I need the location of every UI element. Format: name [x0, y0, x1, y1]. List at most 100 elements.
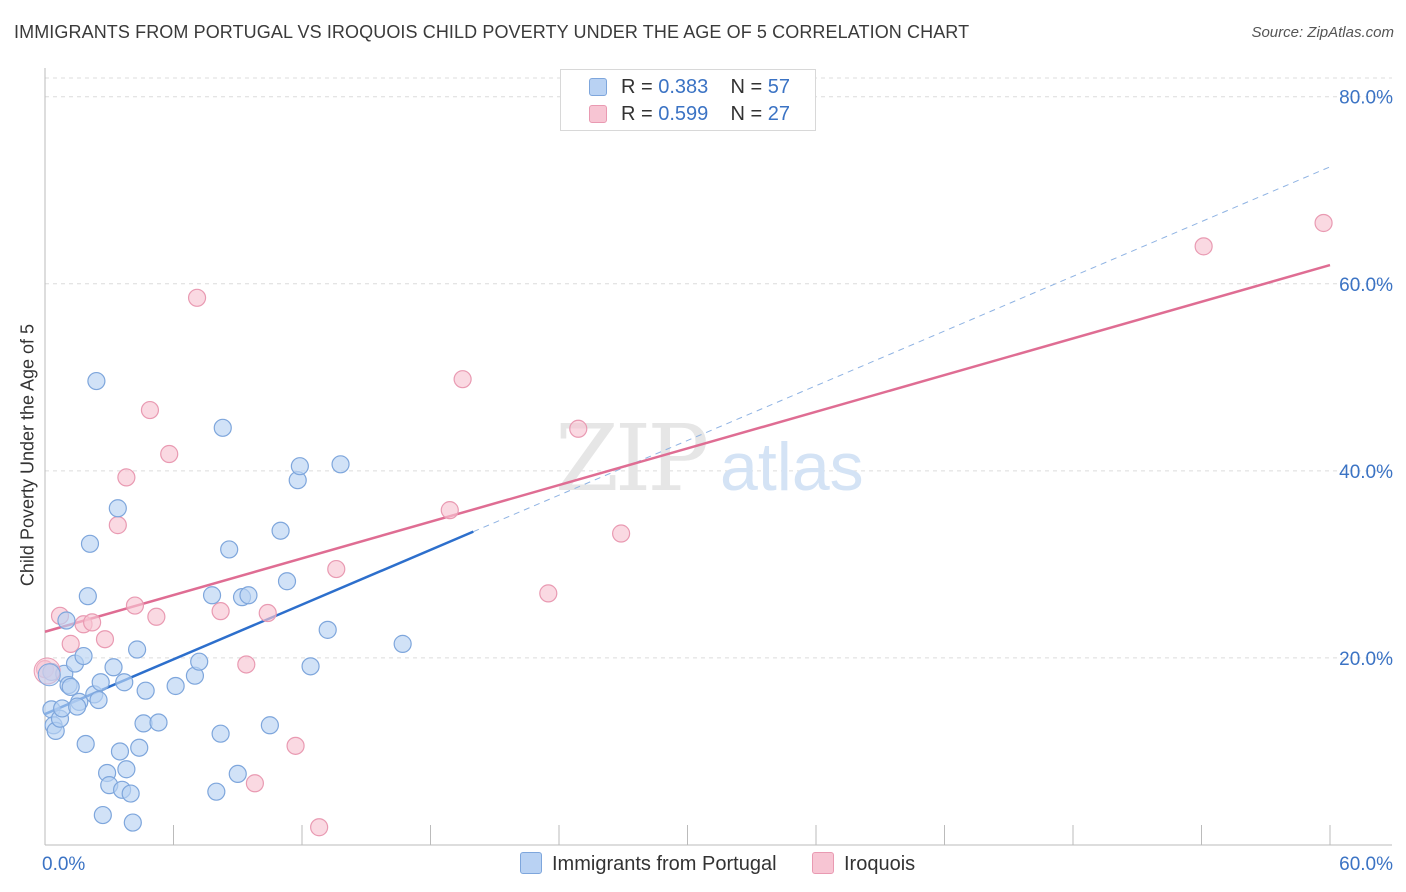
point-iroquois [147, 607, 166, 626]
point-portugal [331, 455, 350, 474]
point-portugal [123, 813, 142, 832]
point-portugal [91, 673, 110, 692]
point-portugal [80, 534, 100, 553]
legend-text-iroquois: R = 0.599 N = 27 [621, 103, 790, 126]
point-portugal [228, 764, 247, 784]
point-iroquois [61, 634, 80, 653]
point-portugal [149, 713, 168, 732]
point-portugal [93, 805, 112, 825]
bottom-legend-iroquois: Iroquois [812, 852, 915, 876]
point-portugal [89, 690, 108, 710]
r-label: R = [621, 76, 653, 98]
point-portugal [290, 457, 309, 476]
r-label: R = [621, 103, 653, 125]
n-value: 27 [767, 103, 791, 125]
point-portugal [318, 620, 337, 639]
bottom-legend-label-portugal: Immigrants from Portugal [552, 853, 777, 875]
point-iroquois [258, 603, 277, 623]
point-portugal [121, 784, 140, 803]
source-label: Source: ZipAtlas.com [1251, 24, 1394, 41]
point-iroquois [211, 602, 230, 621]
bottom-swatch-blue [520, 852, 542, 874]
tick-labels: 20.0% 40.0% 60.0% 80.0% 0.0% 60.0% [42, 88, 1393, 875]
point-portugal [127, 640, 147, 659]
legend-swatch-pink [589, 105, 607, 123]
point-iroquois [108, 516, 127, 535]
point-iroquois [1314, 213, 1333, 233]
point-portugal [57, 611, 76, 630]
y-tick-label: 60.0% [1339, 275, 1393, 296]
point-portugal [76, 734, 95, 754]
point-portugal [211, 724, 230, 743]
bottom-legend-label-iroquois: Iroquois [844, 853, 916, 875]
point-portugal [213, 418, 232, 437]
point-portugal [301, 657, 320, 676]
trend-line-portugal-extension [473, 166, 1331, 533]
axes [44, 68, 1392, 846]
point-portugal [271, 521, 290, 540]
point-portugal [115, 673, 134, 692]
watermark: ZIP atlas [555, 405, 864, 512]
x-tick-label: 60.0% [1339, 854, 1393, 875]
point-iroquois [83, 613, 102, 632]
point-portugal [61, 677, 80, 697]
legend-swatch-blue [589, 78, 607, 96]
n-label: N = [730, 103, 763, 125]
data-points [33, 213, 1333, 837]
point-portugal [136, 681, 155, 700]
chart-title: IMMIGRANTS FROM PORTUGAL VS IROQUOIS CHI… [14, 22, 970, 42]
y-tick-label: 80.0% [1339, 88, 1393, 109]
point-iroquois [125, 596, 145, 615]
point-portugal [239, 586, 258, 605]
n-label: N = [730, 76, 763, 98]
point-portugal [393, 634, 412, 653]
point-portugal [117, 760, 136, 779]
gridlines [45, 77, 1392, 659]
bottom-swatch-pink [812, 852, 834, 874]
point-portugal [130, 738, 149, 757]
point-iroquois [539, 584, 558, 603]
trend-lines [44, 166, 1331, 716]
point-portugal [78, 587, 97, 606]
r-value: 0.599 [658, 103, 709, 125]
point-portugal [207, 782, 226, 801]
point-iroquois [117, 468, 136, 487]
point-iroquois [95, 630, 115, 649]
bottom-legend-portugal: Immigrants from Portugal [520, 852, 777, 876]
point-iroquois [140, 400, 160, 420]
point-portugal [87, 371, 106, 391]
point-portugal [190, 652, 209, 671]
r-value: 0.383 [658, 76, 709, 98]
point-iroquois [612, 524, 631, 543]
point-portugal [110, 742, 130, 761]
point-portugal-large [37, 663, 61, 687]
trend-line-portugal [44, 530, 474, 716]
point-portugal [277, 572, 297, 591]
point-iroquois [310, 818, 329, 837]
watermark-atlas: atlas [720, 429, 864, 505]
y-tick-label: 40.0% [1339, 462, 1393, 483]
point-portugal [220, 540, 239, 559]
x-tick-label: 0.0% [42, 854, 85, 875]
point-iroquois [327, 559, 346, 579]
n-value: 57 [767, 76, 791, 98]
point-portugal [68, 697, 87, 716]
point-iroquois [1194, 237, 1213, 256]
legend-text-portugal: R = 0.383 N = 57 [621, 76, 790, 99]
point-iroquois [187, 288, 207, 307]
point-portugal [202, 586, 222, 605]
point-iroquois [453, 370, 472, 389]
point-iroquois [569, 419, 588, 438]
point-iroquois [245, 774, 264, 793]
y-tick-label: 20.0% [1339, 649, 1393, 670]
point-portugal [260, 716, 279, 735]
correlation-legend: R = 0.383 N = 57 R = 0.599 N = 27 [560, 69, 816, 131]
point-portugal [166, 676, 185, 696]
point-portugal [74, 646, 93, 666]
trend-line-iroquois [44, 263, 1331, 633]
point-portugal [108, 499, 127, 518]
point-iroquois [440, 501, 459, 520]
point-iroquois [237, 655, 256, 674]
point-portugal [53, 699, 72, 718]
point-portugal [104, 658, 123, 677]
